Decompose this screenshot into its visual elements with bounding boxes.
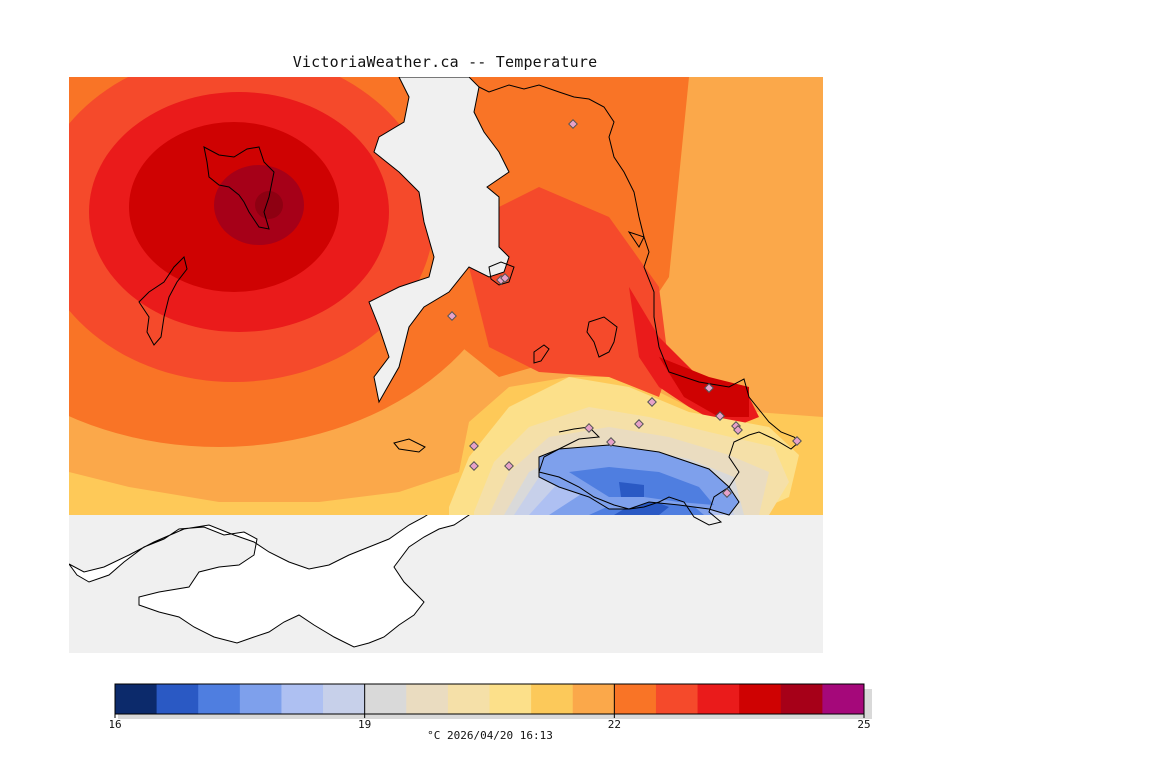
island-west: [138, 256, 188, 346]
station-markers: [447, 119, 802, 498]
station-marker[interactable]: [647, 397, 657, 407]
colorbar-swatch: [655, 684, 699, 714]
station-marker[interactable]: [568, 119, 578, 129]
southern-landmass: [69, 481, 482, 648]
station-marker[interactable]: [722, 488, 732, 498]
colorbar-tick-label: 22: [608, 718, 621, 731]
colorbar-tick-label: 19: [358, 718, 371, 731]
inlet-landmass: [368, 77, 510, 404]
colorbar-tick-label: 25: [857, 718, 870, 731]
island-small-3: [393, 438, 426, 453]
colorbar-swatch: [239, 684, 282, 714]
colorbar-swatches: [115, 684, 865, 714]
island-north: [203, 146, 275, 230]
colorbar-swatch: [323, 684, 366, 714]
colorbar-swatch: [156, 684, 199, 714]
unit-label: °C: [427, 729, 441, 742]
timestamp-label: 2026/04/20 16:13: [446, 729, 553, 742]
station-marker[interactable]: [715, 411, 725, 421]
station-marker[interactable]: [469, 461, 479, 471]
colorbar-caption: °C 2026/04/20 16:13: [0, 729, 980, 742]
map-title: VictoriaWeather.ca -- Temperature: [292, 53, 598, 71]
station-marker[interactable]: [704, 383, 714, 393]
island-small-1: [586, 316, 618, 358]
station-marker[interactable]: [504, 461, 514, 471]
colorbar-tick-label: 16: [110, 718, 122, 731]
colorbar-swatch: [697, 684, 740, 714]
station-marker[interactable]: [447, 311, 457, 321]
colorbar-swatch: [531, 684, 574, 714]
island-small-2: [533, 344, 550, 364]
colorbar-swatch: [447, 684, 490, 714]
colorbar-swatch: [198, 684, 241, 714]
station-marker[interactable]: [500, 273, 510, 283]
colorbar-swatch: [739, 684, 782, 714]
colorbar-swatch: [281, 684, 324, 714]
station-marker[interactable]: [469, 441, 479, 451]
station-marker[interactable]: [606, 437, 616, 447]
saanich-peninsula: [478, 84, 800, 526]
colorbar-swatch: [572, 684, 615, 714]
station-marker[interactable]: [584, 423, 594, 433]
colorbar-swatch: [364, 684, 407, 714]
colorbar-swatch: [822, 684, 865, 714]
temperature-colorbar: 16 19 22 25: [110, 683, 872, 731]
station-marker[interactable]: [733, 425, 743, 435]
colorbar-ticks: 16 19 22 25: [110, 684, 871, 731]
colorbar-swatch: [115, 684, 158, 714]
island-small-4: [488, 261, 515, 286]
temperature-map: [69, 77, 823, 653]
colorbar-swatch: [489, 684, 532, 714]
colorbar-swatch: [780, 684, 823, 714]
station-marker[interactable]: [634, 419, 644, 429]
colorbar-swatch: [614, 684, 657, 714]
colorbar-swatch: [406, 684, 449, 714]
station-marker[interactable]: [792, 436, 802, 446]
